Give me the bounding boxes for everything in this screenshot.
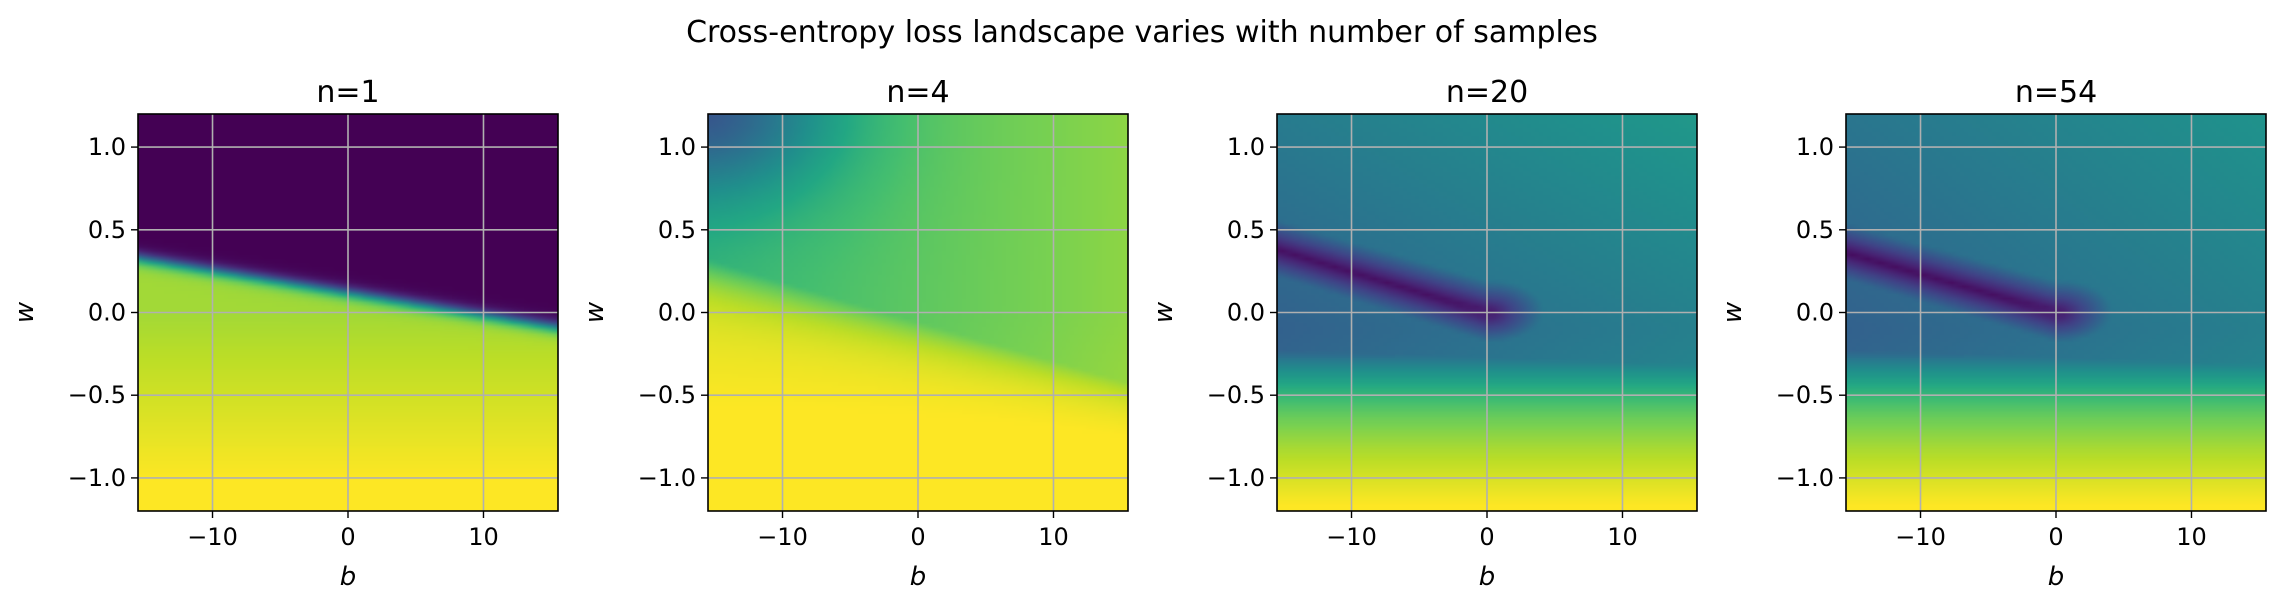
panel-title: n=20 [1446,75,1528,110]
y-tick-label: −0.5 [68,381,126,409]
y-tick-label: −1.0 [1207,464,1265,492]
x-tick-label: 0 [910,523,925,551]
x-tick-label: −10 [187,523,238,551]
chart-panel-3: −10 0 10 −1.0 −0.5 0.0 0.5 1.0 n=20 b w [1149,75,1698,592]
x-tick-label: −10 [757,523,808,551]
figure-suptitle: Cross-entropy loss landscape varies with… [686,15,1598,50]
y-tick-label: 0.5 [1227,216,1265,244]
x-tick-label: −10 [1326,523,1377,551]
x-tick-label: 10 [468,523,499,551]
y-axis-label: w [10,301,40,323]
y-tick-label: −1.0 [68,464,126,492]
y-tick-label: 0.5 [1796,216,1834,244]
y-axis-label: w [580,301,610,323]
x-tick-label: 10 [1607,523,1638,551]
x-axis-label: b [910,562,927,592]
y-tick-label: 1.0 [1796,133,1834,161]
y-tick-label: 0.0 [1796,299,1834,327]
y-tick-label: 1.0 [88,133,126,161]
x-tick-label: 10 [2176,523,2207,551]
x-tick-label: 0 [1479,523,1494,551]
y-tick-label: 1.0 [658,133,696,161]
x-tick-label: −10 [1895,523,1946,551]
y-tick-label: −0.5 [1207,381,1265,409]
y-axis-label: w [1149,301,1179,323]
panel-title: n=1 [316,75,379,110]
y-tick-label: 1.0 [1227,133,1265,161]
x-tick-label: 0 [340,523,355,551]
y-axis-label: w [1718,301,1748,323]
y-tick-label: −1.0 [1776,464,1834,492]
y-tick-label: −0.5 [1776,381,1834,409]
x-axis-label: b [340,562,357,592]
chart-panel-2: −10 0 10 −1.0 −0.5 0.0 0.5 1.0 n=4 b w [580,75,1129,592]
y-tick-label: 0.0 [658,299,696,327]
chart-panel-4: −10 0 10 −1.0 −0.5 0.0 0.5 1.0 n=54 b w [1718,75,2267,592]
panel-title: n=54 [2015,75,2097,110]
x-tick-label: 0 [2048,523,2063,551]
y-tick-label: 0.0 [1227,299,1265,327]
x-axis-label: b [1479,562,1496,592]
y-tick-label: −1.0 [638,464,696,492]
x-axis-label: b [2048,562,2065,592]
y-tick-label: 0.0 [88,299,126,327]
x-tick-label: 10 [1038,523,1069,551]
y-tick-label: −0.5 [638,381,696,409]
panel-title: n=4 [886,75,949,110]
chart-panel-1: −10 0 10 −1.0 −0.5 0.0 0.5 1.0 n=1 b w [10,75,559,592]
y-tick-label: 0.5 [88,216,126,244]
y-tick-label: 0.5 [658,216,696,244]
